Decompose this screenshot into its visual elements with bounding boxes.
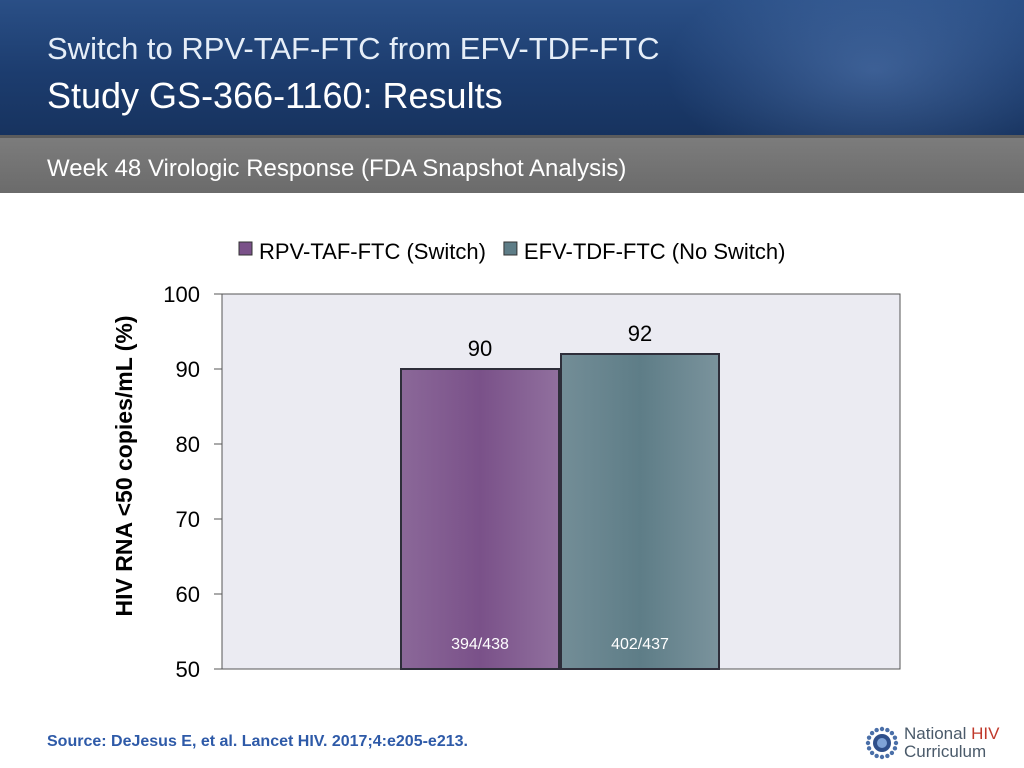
bar-series-1: [400, 368, 560, 670]
header-banner: Switch to RPV-TAF-FTC from EFV-TDF-FTC S…: [0, 0, 1024, 135]
national-hiv-curriculum-logo: National HIV Curriculum: [863, 724, 1018, 764]
logo-sunburst-icon: [865, 726, 899, 760]
bar-value-label: 92: [628, 321, 652, 346]
bar-value-label: 90: [468, 336, 492, 361]
title-line-1: Switch to RPV-TAF-FTC from EFV-TDF-FTC: [47, 31, 660, 66]
legend-label-1: RPV-TAF-FTC (Switch): [259, 239, 486, 264]
bars: 90 394/438 92 402/437: [400, 321, 720, 670]
y-axis-label: HIV RNA <50 copies/mL (%): [111, 316, 137, 617]
logo-text: National HIV Curriculum: [904, 725, 999, 761]
chart-legend: RPV-TAF-FTC (Switch) EFV-TDF-FTC (No Swit…: [238, 239, 786, 264]
bar-count-label: 394/438: [451, 636, 509, 653]
y-tick-label: 80: [176, 432, 200, 457]
source-citation: Source: DeJesus E, et al. Lancet HIV. 20…: [47, 733, 468, 750]
y-tick-label: 100: [163, 282, 200, 307]
logo-word-national: National: [904, 724, 972, 743]
subheader-bar: Week 48 Virologic Response (FDA Snapshot…: [0, 135, 1024, 193]
y-tick-label: 90: [176, 357, 200, 382]
logo-word-curriculum: Curriculum: [904, 742, 987, 761]
y-tick-label: 70: [176, 507, 200, 532]
legend-label-2: EFV-TDF-FTC (No Switch): [524, 239, 786, 264]
subheader-text: Week 48 Virologic Response (FDA Snapshot…: [47, 155, 627, 182]
bar-count-label: 402/437: [611, 636, 669, 653]
title-line-2: Study GS-366-1160: Results: [47, 75, 503, 116]
legend-swatch-2: [503, 241, 518, 256]
legend-swatch-1: [238, 241, 253, 256]
y-tick-label: 60: [176, 582, 200, 607]
y-axis: 100 90 80 70 60 50: [163, 282, 222, 682]
logo-word-hiv: HIV: [971, 724, 1000, 743]
y-tick-label: 50: [176, 657, 200, 682]
bar-series-2: [560, 353, 720, 670]
